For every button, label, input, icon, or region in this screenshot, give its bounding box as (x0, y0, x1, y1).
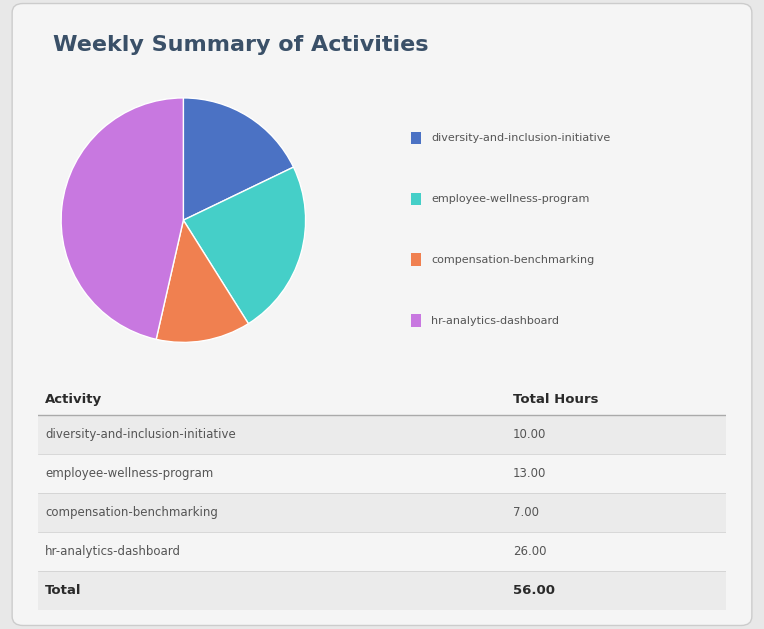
Text: compensation-benchmarking: compensation-benchmarking (45, 506, 218, 520)
Bar (38, 493, 726, 532)
Text: Total: Total (45, 584, 82, 597)
Text: diversity-and-inclusion-initiative: diversity-and-inclusion-initiative (432, 133, 610, 143)
Wedge shape (156, 220, 248, 342)
Bar (411, 314, 421, 326)
Text: diversity-and-inclusion-initiative: diversity-and-inclusion-initiative (45, 428, 236, 442)
Text: 7.00: 7.00 (513, 506, 539, 520)
Text: 10.00: 10.00 (513, 428, 546, 442)
Text: 56.00: 56.00 (513, 584, 555, 597)
Text: hr-analytics-dashboard: hr-analytics-dashboard (45, 545, 181, 558)
Wedge shape (183, 167, 306, 324)
Text: Activity: Activity (45, 393, 102, 406)
Bar (38, 532, 726, 571)
Bar (411, 131, 421, 144)
Text: employee-wellness-program: employee-wellness-program (45, 467, 213, 481)
Text: 13.00: 13.00 (513, 467, 546, 481)
Bar (38, 571, 726, 610)
Wedge shape (183, 98, 293, 220)
Text: hr-analytics-dashboard: hr-analytics-dashboard (432, 316, 559, 326)
Text: Total Hours: Total Hours (513, 393, 598, 406)
Bar (411, 192, 421, 205)
Text: employee-wellness-program: employee-wellness-program (432, 194, 590, 204)
FancyBboxPatch shape (12, 4, 752, 625)
Bar (38, 415, 726, 454)
Bar (411, 253, 421, 266)
Text: compensation-benchmarking: compensation-benchmarking (432, 255, 594, 265)
Text: Weekly Summary of Activities: Weekly Summary of Activities (53, 35, 429, 55)
Wedge shape (61, 98, 183, 339)
Text: 26.00: 26.00 (513, 545, 546, 558)
Bar (38, 454, 726, 493)
